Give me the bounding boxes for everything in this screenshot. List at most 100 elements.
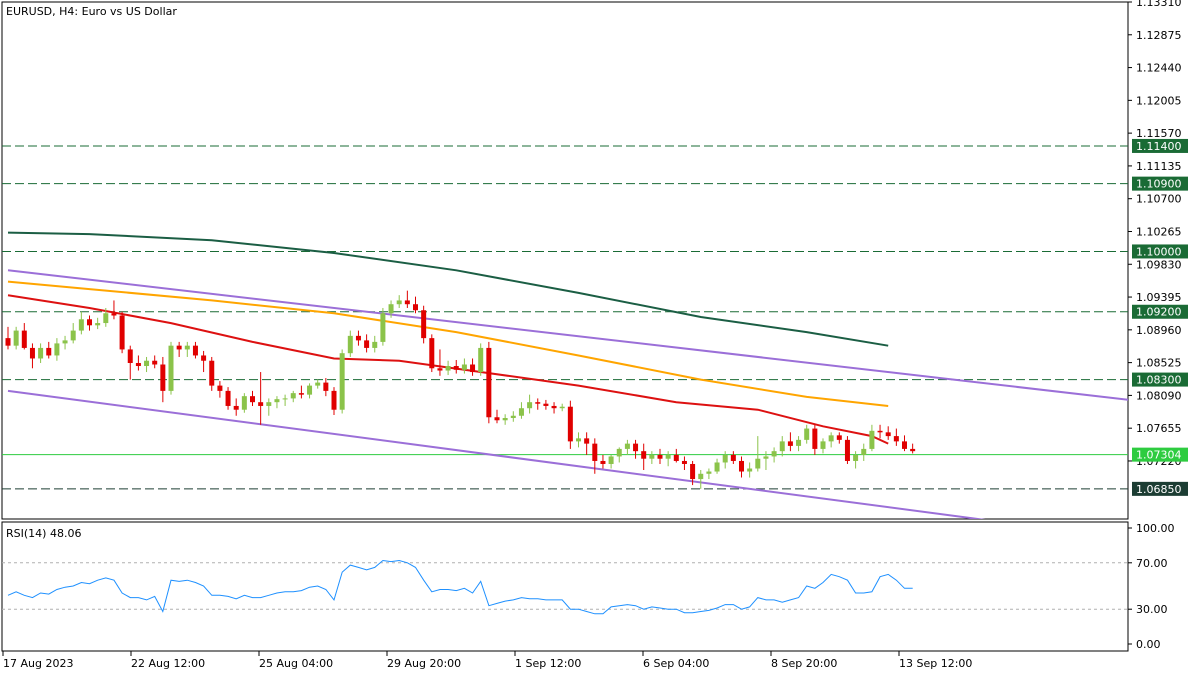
candle-body (747, 468, 753, 472)
candle-body (331, 390, 337, 410)
candle-body (478, 347, 484, 373)
candle (201, 350, 207, 373)
candle (111, 300, 117, 320)
candle (698, 470, 704, 489)
candle-body (527, 402, 533, 409)
candle-body (779, 441, 785, 452)
candle-body (698, 473, 704, 480)
candle-body (144, 360, 150, 367)
candle-body (804, 428, 810, 440)
rsi-path (7, 559, 913, 615)
candle (722, 451, 728, 469)
candle-body (282, 398, 288, 400)
candle (657, 448, 663, 464)
candle-body (103, 313, 109, 324)
candle-body (510, 415, 516, 419)
candle (543, 399, 549, 410)
candle-body (893, 436, 899, 442)
candle (192, 341, 198, 359)
candle-body (421, 310, 427, 339)
candle (160, 356, 166, 403)
price-tick-label: 1.09395 (1136, 291, 1182, 304)
candle (551, 402, 557, 414)
time-axis: 17 Aug 2023 22 Aug 12:00 25 Aug 04:00 29 Au… (2, 651, 972, 670)
candle-body (111, 313, 117, 316)
candle (307, 383, 313, 399)
candle-body (535, 402, 541, 404)
candle (600, 454, 606, 469)
candle-body (127, 349, 133, 363)
candle (21, 323, 27, 350)
candle-body (869, 430, 875, 449)
candle (893, 428, 899, 446)
candle (763, 451, 769, 471)
candle-body (225, 390, 231, 406)
candle (470, 358, 476, 376)
candle (421, 305, 427, 344)
candle (535, 398, 541, 410)
candle (755, 436, 761, 472)
price-tick-label: 1.13310 (1136, 0, 1182, 9)
moving-average-line (7, 280, 889, 407)
candle (453, 359, 459, 374)
candle-body (624, 443, 630, 449)
candle (641, 443, 647, 471)
rsi-tick-label: 100.00 (1136, 522, 1175, 535)
candle (347, 330, 353, 357)
candlesticks (5, 290, 916, 489)
candle (665, 451, 671, 467)
candle (739, 456, 744, 478)
candle-body (364, 340, 370, 348)
candle (771, 447, 777, 463)
candle (323, 378, 329, 397)
candle (429, 334, 435, 373)
candle-body (355, 335, 361, 341)
candle (355, 330, 361, 346)
candle-body (576, 438, 581, 442)
time-tick-label: 25 Aug 04:00 (259, 657, 333, 670)
candle-body (21, 330, 27, 348)
channel-line-lower (7, 389, 986, 519)
candle-body (119, 315, 125, 350)
candle (478, 343, 484, 376)
candle (486, 341, 492, 424)
candle-body (706, 471, 712, 474)
candle (844, 436, 850, 464)
candle (95, 317, 101, 330)
candle-body (592, 443, 598, 461)
rsi-tick-label: 30.00 (1136, 603, 1168, 616)
candle (258, 372, 264, 425)
candle (910, 443, 916, 454)
candle (38, 343, 44, 363)
rsi-pane-border (1, 521, 1129, 652)
level-label: 1.11400 (1136, 140, 1182, 153)
candle (127, 345, 133, 380)
candle (5, 326, 11, 350)
candle-body (551, 405, 557, 409)
candle-body (160, 364, 166, 391)
candle-body (787, 441, 793, 446)
price-tick-label: 1.07655 (1136, 422, 1182, 435)
candle-body (38, 347, 44, 359)
candle-body (649, 454, 655, 459)
channel-lines (7, 269, 1128, 519)
candle (135, 355, 141, 371)
candle (339, 349, 345, 414)
candle-body (722, 454, 728, 463)
candle-body (559, 406, 565, 409)
time-tick-label: 22 Aug 12:00 (131, 657, 205, 670)
candle (46, 341, 52, 359)
candle-body (95, 323, 101, 326)
main-pane-border (1, 1, 1129, 520)
candle-body (470, 364, 476, 373)
candle-body (771, 451, 777, 457)
time-tick-label: 1 Sep 12:00 (515, 657, 581, 670)
level-label-box (1132, 447, 1188, 462)
candle (706, 468, 712, 480)
candle-body (763, 456, 769, 459)
candle (13, 326, 19, 350)
candle-body (877, 430, 883, 433)
candle (690, 460, 696, 486)
time-tick-label: 6 Sep 04:00 (643, 657, 709, 670)
